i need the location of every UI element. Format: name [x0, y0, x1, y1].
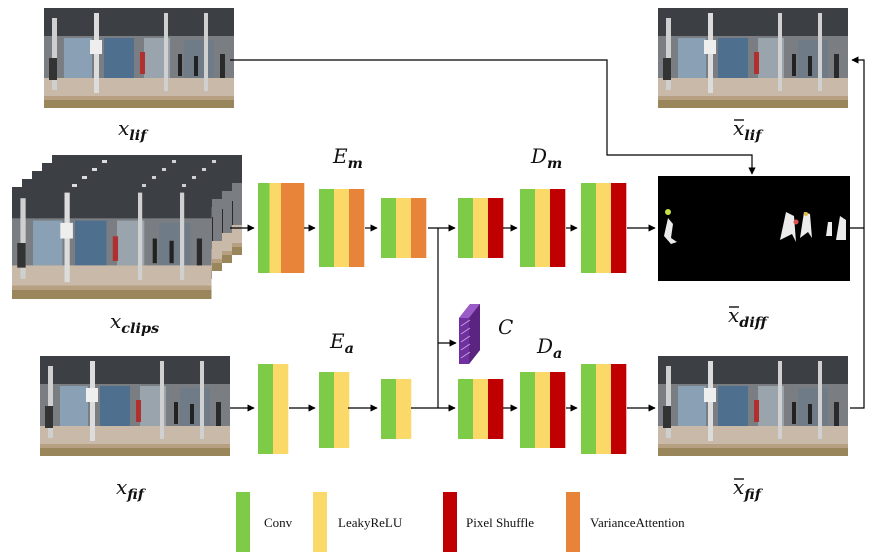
label-d-a: Da [536, 334, 562, 362]
image-x-fif [40, 356, 230, 456]
legend-swatch-pixel-shuffle [443, 492, 457, 552]
legend-label-leaky-relu: LeakyReLU [338, 515, 403, 530]
block-em-2-leaky-relu-layer [334, 189, 350, 267]
block-em-3-variance-attention-layer [411, 198, 427, 258]
legend-swatch-conv [236, 492, 250, 552]
label-e-m: Em [332, 144, 363, 172]
image-xbar-lif [658, 8, 848, 108]
block-dm-3-pixel-shuffle-layer [611, 183, 627, 273]
image-x-lif [44, 8, 234, 108]
block-dm-1-leaky-relu-layer [473, 198, 489, 258]
block-em-1-variance-attention-layer [292, 183, 305, 273]
legend-label-conv: Conv [264, 515, 293, 530]
block-da-2-pixel-shuffle-layer [550, 372, 566, 448]
label-xbar-fif: xfif [733, 475, 764, 503]
label-e-a: Ea [329, 329, 354, 357]
legend-label-variance-attention: VarianceAttention [590, 515, 685, 530]
block-ea-1-conv-layer [258, 364, 274, 454]
label-c: C [498, 315, 513, 339]
block-em-2-conv-layer [319, 189, 335, 267]
label-x-lif: xlif [118, 116, 149, 144]
legend-swatch-variance-attention [566, 492, 580, 552]
block-dm-1-pixel-shuffle-layer [488, 198, 504, 258]
block-dm-1 [458, 198, 504, 258]
image-xbar-fif [658, 356, 848, 456]
block-em-3-leaky-relu-layer [396, 198, 412, 258]
block-em-3 [381, 198, 427, 258]
block-ea-2-leaky-relu-layer [334, 372, 350, 448]
block-da-1 [458, 379, 504, 439]
block-da-2-leaky-relu-layer [535, 372, 551, 448]
block-ea-2 [319, 372, 350, 448]
block-em-2 [319, 189, 365, 267]
block-ea-1 [258, 364, 289, 454]
block-dm-2 [520, 189, 566, 267]
block-da-1-pixel-shuffle-layer [488, 379, 504, 439]
legend-label-pixel-shuffle: Pixel Shuffle [466, 515, 534, 530]
block-da-1-leaky-relu-layer [473, 379, 489, 439]
block-dm-3-leaky-relu-layer [596, 183, 612, 273]
label-xbar-lif: xlif [733, 116, 764, 144]
block-da-2 [520, 372, 566, 448]
block-dm-1-conv-layer [458, 198, 474, 258]
image-x-clips-stack [12, 155, 242, 299]
image-xbar-diff [658, 176, 850, 281]
block-da-3-pixel-shuffle-layer [611, 364, 627, 454]
block-ea-3-leaky-relu-layer [396, 379, 412, 439]
label-xbar-diff: xdiff [728, 303, 769, 331]
block-da-1-conv-layer [458, 379, 474, 439]
block-dm-3-conv-layer [581, 183, 597, 273]
arrow-connections [230, 56, 865, 412]
block-em-1 [258, 183, 305, 273]
latent-c-block [459, 304, 480, 364]
label-x-clips: xclips [110, 309, 159, 337]
legend-swatch-leaky-relu [313, 492, 327, 552]
block-em-1-conv-layer [258, 183, 270, 273]
label-x-fif: xfif [116, 475, 147, 503]
legend: Conv LeakyReLU Pixel Shuffle VarianceAtt… [236, 492, 685, 552]
block-dm-2-conv-layer [520, 189, 536, 267]
block-em-2-variance-attention-layer [349, 189, 365, 267]
block-em-3-conv-layer [381, 198, 397, 258]
block-dm-2-leaky-relu-layer [535, 189, 551, 267]
block-ea-3-conv-layer [381, 379, 397, 439]
block-da-3 [581, 364, 627, 454]
block-ea-3 [381, 379, 412, 439]
block-dm-2-pixel-shuffle-layer [550, 189, 566, 267]
block-dm-3 [581, 183, 627, 273]
block-da-3-leaky-relu-layer [596, 364, 612, 454]
block-ea-1-leaky-relu-layer [273, 364, 289, 454]
block-da-2-conv-layer [520, 372, 536, 448]
block-ea-2-conv-layer [319, 372, 335, 448]
label-d-m: Dm [530, 144, 562, 172]
block-da-3-conv-layer [581, 364, 597, 454]
block-em-1-leaky-relu-layer [269, 183, 282, 273]
block-em-1-variance-attention-layer [281, 183, 293, 273]
